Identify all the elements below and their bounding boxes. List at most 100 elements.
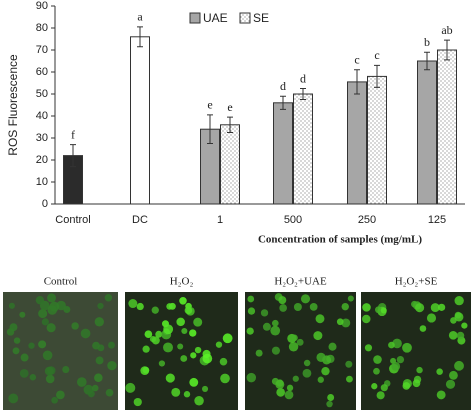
cell xyxy=(419,325,427,332)
significance-letter: c xyxy=(374,48,379,62)
y-tick-label: 40 xyxy=(36,110,48,122)
error-bar xyxy=(444,39,450,61)
cell xyxy=(416,366,423,374)
cell xyxy=(80,328,91,339)
cell xyxy=(136,302,144,311)
cell xyxy=(302,368,312,378)
panel-label: H₂O₂ xyxy=(170,276,194,288)
cell xyxy=(255,349,263,357)
cell xyxy=(140,366,150,376)
cell xyxy=(35,295,45,305)
cell xyxy=(163,324,174,335)
cell xyxy=(108,341,115,349)
cell xyxy=(461,322,468,329)
cell xyxy=(42,350,53,361)
cell xyxy=(91,384,99,392)
cell xyxy=(341,318,351,328)
cell xyxy=(376,391,385,400)
bar xyxy=(220,124,240,205)
cell xyxy=(128,299,138,309)
cell xyxy=(247,307,256,315)
x-tick-label: 125 xyxy=(428,214,446,226)
cell xyxy=(9,323,18,332)
cell xyxy=(347,295,354,302)
cell xyxy=(454,295,464,306)
cell xyxy=(402,342,412,353)
cell xyxy=(19,311,26,318)
significance-letter: f xyxy=(71,127,75,141)
cell xyxy=(87,390,95,398)
cell xyxy=(364,344,373,352)
significance-letter: e xyxy=(207,98,212,112)
significance-letter: d xyxy=(300,71,306,85)
y-tick-label: 10 xyxy=(36,176,48,188)
cell xyxy=(76,377,87,387)
micrograph xyxy=(125,292,238,410)
cell xyxy=(454,360,464,371)
x-tick-label: 1 xyxy=(217,214,223,226)
bar xyxy=(437,49,457,205)
cell xyxy=(44,366,54,376)
cell xyxy=(321,366,330,376)
cell xyxy=(396,355,405,364)
cell xyxy=(171,387,181,397)
x-tick-label: DC xyxy=(132,214,148,226)
bar xyxy=(417,60,437,205)
cell xyxy=(373,367,380,375)
cell xyxy=(45,374,55,384)
cell xyxy=(12,347,20,355)
cell xyxy=(151,306,159,314)
cell xyxy=(62,366,70,374)
significance-letter: b xyxy=(424,35,430,49)
cell xyxy=(291,334,298,342)
significance-letter: a xyxy=(137,10,143,24)
cell xyxy=(402,382,411,390)
cell xyxy=(316,352,326,362)
legend-label: UAE xyxy=(203,11,228,25)
cell xyxy=(194,396,204,406)
cell xyxy=(38,340,47,349)
error-bar xyxy=(424,51,430,71)
significance-letter: c xyxy=(354,53,359,67)
cell xyxy=(190,352,197,359)
cell xyxy=(144,330,153,339)
cell xyxy=(246,327,254,335)
bar xyxy=(367,75,387,205)
cell xyxy=(20,353,29,362)
micrograph xyxy=(361,292,471,410)
bar xyxy=(130,36,150,205)
cell xyxy=(125,382,136,393)
cell xyxy=(105,388,114,397)
cell xyxy=(286,384,294,392)
cell xyxy=(247,295,255,303)
cell xyxy=(183,391,191,398)
error-bar xyxy=(70,144,76,168)
panel-label: Control xyxy=(44,276,78,288)
cell xyxy=(336,318,344,326)
cell xyxy=(215,341,223,348)
significance-letter: ab xyxy=(441,23,452,37)
cell xyxy=(371,383,378,390)
y-tick-label: 30 xyxy=(36,132,48,144)
cell xyxy=(29,373,37,381)
cell xyxy=(142,345,150,353)
cell xyxy=(276,388,285,397)
cell xyxy=(271,346,280,355)
cell xyxy=(292,375,299,382)
cell xyxy=(107,360,117,371)
cell xyxy=(454,312,464,322)
cell xyxy=(326,400,333,408)
cell xyxy=(177,343,184,350)
cell xyxy=(362,303,371,312)
cell xyxy=(300,294,311,304)
cell xyxy=(271,319,279,327)
cell xyxy=(448,330,458,340)
cell xyxy=(309,302,318,311)
error-bar xyxy=(374,64,380,88)
cell xyxy=(315,314,325,324)
cell xyxy=(345,360,353,368)
panel-label: H₂O₂+UAE xyxy=(274,276,327,288)
cell xyxy=(13,337,21,344)
cell xyxy=(436,368,443,375)
